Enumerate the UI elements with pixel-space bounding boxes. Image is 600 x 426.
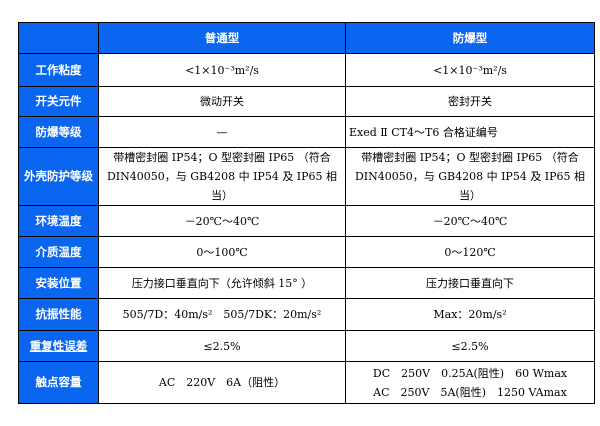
normal-value: ≤2.5% [98, 330, 346, 362]
row-label: 外壳防护等级 [18, 147, 99, 206]
row-label: 抗振性能 [18, 298, 99, 331]
normal-value: — [98, 116, 346, 148]
table-row: 触点容量 AC 220V 6A（阻性） DC 250V 0.25A(阻性) 60… [18, 361, 595, 404]
normal-value: 微动开关 [98, 86, 346, 117]
spec-table: 普通型 防爆型 工作粘度 <1×10⁻³m²/s <1×10⁻³m²/s 开关元… [18, 22, 595, 404]
normal-value: 带槽密封圈 IP54；O 型密封圈 IP65 （符合 DIN40050，与 GB… [98, 147, 346, 206]
explosion-value: Max：20m/s² [345, 298, 595, 331]
explosion-value: 密封开关 [345, 86, 595, 117]
table-row: 介质温度 0～100℃ 0～120℃ [18, 236, 595, 268]
row-label: 工作粘度 [18, 53, 99, 87]
header-explosion: 防爆型 [345, 22, 595, 54]
normal-value: 压力接口垂直向下（允许倾斜 15° ） [98, 267, 346, 299]
table-row: 抗振性能 505/7D：40m/s² 505/7DK：20m/s² Max：20… [18, 298, 595, 331]
header-row: 普通型 防爆型 [18, 22, 595, 54]
row-label: 重复性误差 [18, 330, 99, 362]
row-label: 防爆等级 [18, 116, 99, 148]
normal-value: 505/7D：40m/s² 505/7DK：20m/s² [98, 298, 346, 331]
normal-value: 0～100℃ [98, 236, 346, 268]
table-row: 工作粘度 <1×10⁻³m²/s <1×10⁻³m²/s [18, 53, 595, 87]
row-label: 触点容量 [18, 361, 99, 404]
explosion-value: 压力接口垂直向下 [345, 267, 595, 299]
explosion-value: ≤2.5% [345, 330, 595, 362]
header-normal: 普通型 [98, 22, 346, 54]
explosion-value: <1×10⁻³m²/s [345, 53, 595, 87]
normal-value: AC 220V 6A（阻性） [98, 361, 346, 404]
table-row: 环境温度 －20℃～40℃ －20℃～40℃ [18, 205, 595, 237]
row-label: 介质温度 [18, 236, 99, 268]
row-label: 环境温度 [18, 205, 99, 237]
explosion-value-line: AC 250V 5A(阻性) 1250 VAmax [373, 385, 567, 399]
table-row: 安装位置 压力接口垂直向下（允许倾斜 15° ） 压力接口垂直向下 [18, 267, 595, 299]
table-row: 防爆等级 — Exed Ⅱ CT4～T6 合格证编号 [18, 116, 595, 148]
row-label: 开关元件 [18, 86, 99, 117]
explosion-value: DC 250V 0.25A(阻性) 60 Wmax AC 250V 5A(阻性)… [345, 361, 595, 404]
explosion-value: 带槽密封圈 IP54；O 型密封圈 IP65 （符合 DIN40050，与 GB… [345, 147, 595, 206]
table-row: 外壳防护等级 带槽密封圈 IP54；O 型密封圈 IP65 （符合 DIN400… [18, 147, 595, 206]
table-row: 开关元件 微动开关 密封开关 [18, 86, 595, 117]
normal-value: <1×10⁻³m²/s [98, 53, 346, 87]
explosion-value: －20℃～40℃ [345, 205, 595, 237]
explosion-value: Exed Ⅱ CT4～T6 合格证编号 [345, 116, 595, 148]
explosion-value-line: DC 250V 0.25A(阻性) 60 Wmax [372, 366, 568, 380]
table-row: 重复性误差 ≤2.5% ≤2.5% [18, 330, 595, 362]
normal-value: －20℃～40℃ [98, 205, 346, 237]
explosion-value: 0～120℃ [345, 236, 595, 268]
header-corner [18, 22, 99, 54]
row-label: 安装位置 [18, 267, 99, 299]
